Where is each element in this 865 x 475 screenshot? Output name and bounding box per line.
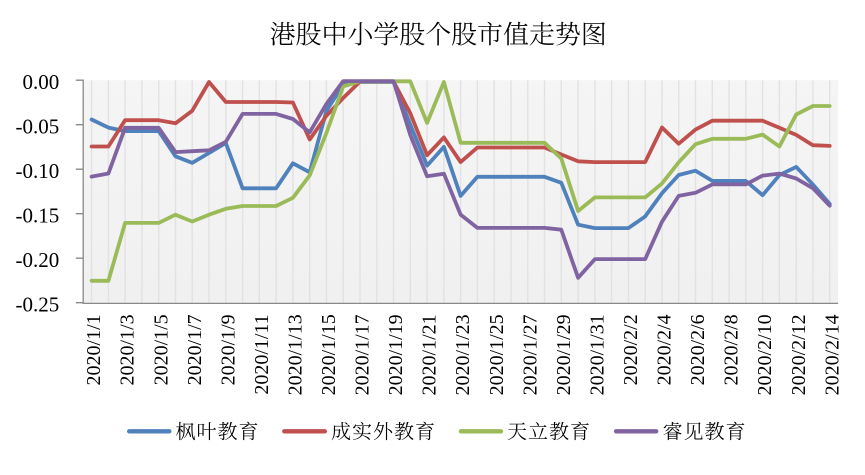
svg-text:-0.25: -0.25 bbox=[16, 292, 60, 316]
svg-text:2020/1/29: 2020/1/29 bbox=[553, 314, 575, 395]
svg-text:2020/2/14: 2020/2/14 bbox=[821, 314, 843, 395]
svg-text:2020/1/3: 2020/1/3 bbox=[117, 314, 139, 385]
svg-text:-0.05: -0.05 bbox=[16, 114, 60, 138]
svg-text:2020/1/21: 2020/1/21 bbox=[419, 314, 441, 395]
svg-text:2020/2/6: 2020/2/6 bbox=[687, 314, 709, 385]
svg-text:-0.20: -0.20 bbox=[16, 248, 60, 272]
svg-text:2020/1/23: 2020/1/23 bbox=[452, 314, 474, 395]
svg-text:0.00: 0.00 bbox=[23, 70, 60, 94]
svg-text:2020/2/10: 2020/2/10 bbox=[754, 314, 776, 395]
svg-text:2020/1/15: 2020/1/15 bbox=[318, 314, 340, 395]
svg-text:2020/1/9: 2020/1/9 bbox=[217, 314, 239, 385]
svg-text:-0.15: -0.15 bbox=[16, 203, 60, 227]
svg-text:2020/2/4: 2020/2/4 bbox=[654, 314, 676, 385]
svg-text:-0.10: -0.10 bbox=[16, 159, 60, 183]
svg-text:2020/1/13: 2020/1/13 bbox=[285, 314, 307, 395]
svg-text:2020/1/19: 2020/1/19 bbox=[385, 314, 407, 395]
svg-text:2020/1/31: 2020/1/31 bbox=[587, 314, 609, 395]
svg-text:2020/1/1: 2020/1/1 bbox=[83, 314, 105, 385]
svg-text:2020/1/7: 2020/1/7 bbox=[184, 314, 206, 385]
svg-text:2020/2/8: 2020/2/8 bbox=[721, 314, 743, 385]
svg-text:2020/2/12: 2020/2/12 bbox=[788, 314, 810, 395]
svg-text:2020/2/2: 2020/2/2 bbox=[620, 314, 642, 385]
svg-text:2020/1/5: 2020/1/5 bbox=[150, 314, 172, 385]
svg-text:2020/1/11: 2020/1/11 bbox=[251, 314, 273, 394]
svg-text:2020/1/17: 2020/1/17 bbox=[352, 314, 374, 395]
svg-text:2020/1/25: 2020/1/25 bbox=[486, 314, 508, 395]
svg-text:2020/1/27: 2020/1/27 bbox=[519, 314, 541, 395]
